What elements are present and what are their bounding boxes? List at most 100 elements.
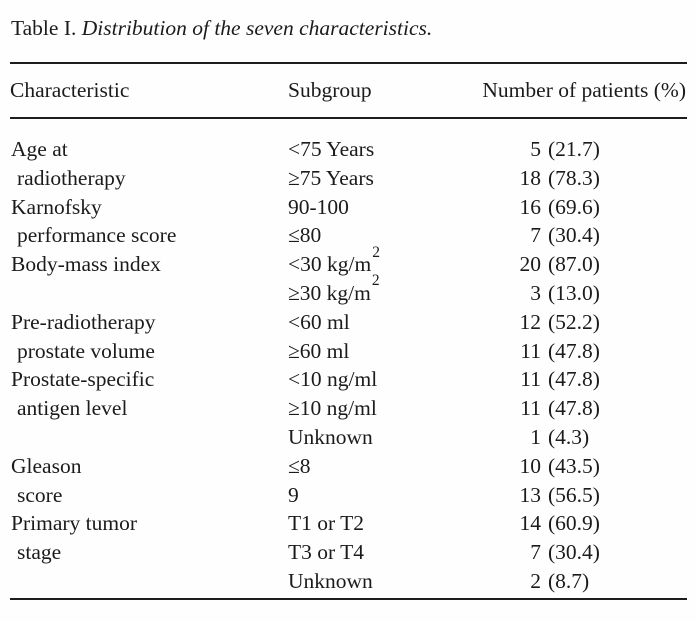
table-row: Karnofsky 90-100 16 (69.6) bbox=[10, 193, 687, 222]
subgroup-cell: <60 ml bbox=[288, 309, 350, 334]
patients-cell: 20 (87.0) bbox=[455, 250, 687, 279]
subgroup-cell: ≤8 bbox=[288, 453, 311, 478]
table-row: Primary tumor T1 or T2 14 (60.9) bbox=[10, 509, 687, 538]
characteristic-cell: Gleason bbox=[11, 453, 82, 478]
patient-percent: (56.5) bbox=[548, 482, 600, 507]
patient-count: 11 bbox=[520, 396, 541, 421]
subgroup-cell: ≤80 bbox=[288, 223, 322, 248]
subgroup-cell: <10 ng/ml bbox=[288, 367, 378, 392]
patients-cell: 11 (47.8) bbox=[455, 394, 687, 423]
patients-cell: 18 (78.3) bbox=[455, 164, 687, 193]
table-row: Age at <75 Years 5 (21.7) bbox=[10, 135, 687, 164]
patient-percent: (60.9) bbox=[548, 511, 600, 536]
characteristic-cell: stage bbox=[17, 540, 62, 565]
table-caption: Distribution of the seven characteristic… bbox=[81, 16, 433, 40]
patient-count: 16 bbox=[519, 194, 542, 219]
table-row: Unknown 1 (4.3) bbox=[10, 423, 687, 452]
patient-count: 11 bbox=[520, 338, 541, 363]
patient-percent: (21.7) bbox=[548, 137, 600, 161]
table-row: prostate volume ≥60 ml 11 (47.8) bbox=[10, 337, 687, 366]
patient-count: 11 bbox=[520, 367, 541, 392]
characteristics-table: Characteristic Subgroup Number of patien… bbox=[10, 62, 687, 600]
header-number-of-patients: Number of patients (%) bbox=[482, 78, 686, 102]
subgroup-cell: Unknown bbox=[288, 424, 373, 449]
table-row: performance score ≤80 7 (30.4) bbox=[10, 221, 687, 250]
table-row: score 9 13 (56.5) bbox=[10, 481, 687, 510]
patients-cell: 12 (52.2) bbox=[455, 308, 687, 337]
table-row: stage T3 or T4 7 (30.4) bbox=[10, 538, 687, 567]
header-rule bbox=[10, 117, 687, 119]
patients-cell: 3 (13.0) bbox=[455, 279, 687, 308]
patient-percent: (13.0) bbox=[548, 280, 600, 305]
characteristic-cell: performance score bbox=[17, 223, 177, 248]
patient-percent: (47.8) bbox=[548, 338, 600, 363]
patients-cell: 1 (4.3) bbox=[455, 423, 687, 452]
patient-percent: (4.3) bbox=[548, 424, 590, 449]
patient-count: 13 bbox=[519, 482, 542, 507]
subgroup-cell: <30 kg/m2 bbox=[288, 243, 380, 277]
patients-cell: 14 (60.9) bbox=[455, 509, 687, 538]
subgroup-cell: Unknown bbox=[288, 568, 373, 593]
patients-cell: 2 (8.7) bbox=[455, 567, 687, 596]
characteristic-cell: score bbox=[17, 482, 63, 507]
patient-count: 5 bbox=[530, 137, 541, 161]
table-row: Pre-radiotherapy <60 ml 12 (52.2) bbox=[10, 308, 687, 337]
characteristic-cell: prostate volume bbox=[17, 338, 155, 363]
subgroup-cell: 90-100 bbox=[288, 194, 349, 219]
patient-count: 20 bbox=[519, 252, 542, 277]
patient-count: 18 bbox=[519, 165, 542, 190]
patient-percent: (8.7) bbox=[548, 568, 590, 593]
table-number-label: Table I. bbox=[11, 16, 77, 40]
characteristic-cell: Pre-radiotherapy bbox=[11, 309, 156, 334]
characteristic-cell: radiotherapy bbox=[17, 165, 126, 190]
characteristic-cell: Primary tumor bbox=[11, 511, 137, 536]
characteristic-cell bbox=[10, 423, 288, 452]
patients-cell: 10 (43.5) bbox=[455, 452, 687, 481]
subgroup-cell: ≥10 ng/ml bbox=[288, 396, 377, 421]
patient-count: 3 bbox=[530, 280, 541, 305]
patients-cell: 11 (47.8) bbox=[455, 365, 687, 394]
patient-percent: (43.5) bbox=[548, 453, 600, 478]
subgroup-cell: ≥60 ml bbox=[288, 338, 350, 363]
subgroup-cell: ≥30 kg/m2 bbox=[288, 272, 380, 305]
characteristic-cell: Body-mass index bbox=[11, 252, 161, 277]
table-title: Table I. Distribution of the seven chara… bbox=[11, 15, 432, 42]
table-row: Unknown 2 (8.7) bbox=[10, 567, 687, 596]
subgroup-cell: 9 bbox=[288, 482, 299, 507]
header-characteristic: Characteristic bbox=[10, 78, 130, 102]
subgroup-cell: T1 or T2 bbox=[288, 511, 365, 536]
characteristic-cell: antigen level bbox=[17, 396, 128, 421]
table-row: Body-mass index <30 kg/m2 20 (87.0) bbox=[10, 243, 687, 279]
patients-cell: 11 (47.8) bbox=[455, 337, 687, 366]
patient-count: 12 bbox=[519, 309, 542, 334]
table-header-row: Characteristic Subgroup Number of patien… bbox=[10, 64, 687, 117]
superscript: 2 bbox=[372, 243, 380, 261]
top-rule bbox=[10, 62, 687, 64]
patient-percent: (69.6) bbox=[548, 194, 600, 219]
table-row: ≥30 kg/m2 3 (13.0) bbox=[10, 272, 687, 308]
patient-percent: (30.4) bbox=[548, 223, 600, 248]
patient-percent: (47.8) bbox=[548, 367, 600, 392]
characteristic-cell: Prostate-specific bbox=[11, 367, 155, 392]
patient-count: 10 bbox=[519, 453, 542, 478]
characteristic-cell: Age at bbox=[11, 137, 68, 161]
patient-count: 7 bbox=[530, 540, 541, 565]
table-row: Gleason ≤8 10 (43.5) bbox=[10, 452, 687, 481]
characteristic-cell bbox=[10, 567, 288, 596]
patient-count: 14 bbox=[519, 511, 542, 536]
table-row: antigen level ≥10 ng/ml 11 (47.8) bbox=[10, 394, 687, 423]
patients-cell: 16 (69.6) bbox=[455, 193, 687, 222]
patient-percent: (78.3) bbox=[548, 165, 600, 190]
patients-cell: 7 (30.4) bbox=[455, 221, 687, 250]
characteristic-cell: Karnofsky bbox=[11, 194, 102, 219]
patient-percent: (87.0) bbox=[548, 252, 600, 277]
bottom-rule bbox=[10, 597, 687, 600]
patients-cell: 7 (30.4) bbox=[455, 538, 687, 567]
subgroup-cell: ≥75 Years bbox=[288, 165, 374, 190]
patient-count: 7 bbox=[530, 223, 541, 248]
table-body: Age at <75 Years 5 (21.7) radiotherapy ≥75 Ye… bbox=[10, 119, 687, 598]
patient-percent: (47.8) bbox=[548, 396, 600, 421]
patient-count: 2 bbox=[530, 568, 541, 593]
subgroup-cell: T3 or T4 bbox=[288, 540, 365, 565]
header-subgroup: Subgroup bbox=[288, 78, 372, 102]
